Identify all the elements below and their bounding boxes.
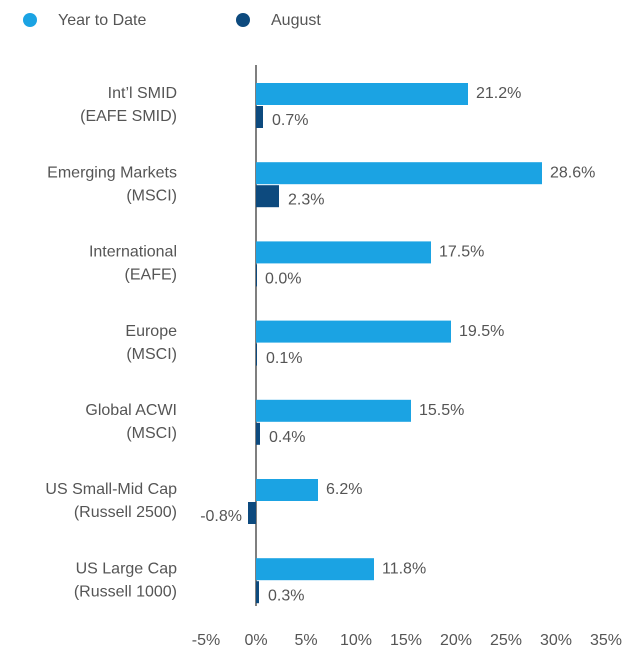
bar <box>256 106 263 128</box>
value-label: 0.0% <box>265 271 301 288</box>
x-tick-label: 30% <box>540 632 572 649</box>
category-label: Europe <box>125 323 177 340</box>
category-label: (EAFE SMID) <box>80 108 177 125</box>
x-tick-label: 0% <box>244 632 267 649</box>
value-label: 0.4% <box>269 429 305 446</box>
x-tick-label: 10% <box>340 632 372 649</box>
category-label: Global ACWI <box>85 402 177 419</box>
bar <box>256 558 374 581</box>
category-label: US Small-Mid Cap <box>45 481 177 498</box>
value-label: 17.5% <box>439 244 484 261</box>
category-label: US Large Cap <box>76 560 177 577</box>
bar <box>256 185 279 208</box>
value-label: 19.5% <box>459 323 504 340</box>
value-label: 28.6% <box>550 164 595 181</box>
bar <box>256 83 468 105</box>
category-label: (EAFE) <box>125 267 177 284</box>
bar <box>256 162 542 185</box>
value-label: 15.5% <box>419 402 464 419</box>
bar <box>256 581 259 604</box>
value-label: 0.3% <box>268 587 304 604</box>
category-label: (MSCI) <box>126 425 177 442</box>
value-label: 21.2% <box>476 85 521 102</box>
category-label: Int’l SMID <box>108 85 177 102</box>
x-tick-label: 25% <box>490 632 522 649</box>
value-label: -0.8% <box>200 508 242 525</box>
bar <box>256 320 451 343</box>
legend-swatch <box>23 13 37 27</box>
value-label: 2.3% <box>288 191 324 208</box>
category-label: (Russell 1000) <box>74 583 177 600</box>
x-tick-label: -5% <box>192 632 220 649</box>
bar <box>256 343 257 366</box>
value-label: 0.7% <box>272 112 308 129</box>
value-label: 6.2% <box>326 481 362 498</box>
x-tick-label: 5% <box>294 632 317 649</box>
category-label: Emerging Markets <box>47 164 177 181</box>
bar <box>256 399 411 422</box>
bar <box>248 502 256 524</box>
category-label: (Russell 2500) <box>74 504 177 521</box>
category-label: International <box>89 244 177 261</box>
bar <box>256 264 257 287</box>
x-tick-label: 20% <box>440 632 472 649</box>
x-tick-label: 35% <box>590 632 622 649</box>
value-label: 11.8% <box>382 560 426 577</box>
bar <box>256 241 431 264</box>
category-label: (MSCI) <box>126 346 177 363</box>
value-label: 0.1% <box>266 350 302 367</box>
category-label: (MSCI) <box>126 187 177 204</box>
legend-label: Year to Date <box>58 12 146 29</box>
legend-label: August <box>271 12 321 29</box>
legend-swatch <box>236 13 250 27</box>
bar <box>256 479 318 501</box>
x-tick-label: 15% <box>390 632 422 649</box>
bar <box>256 422 260 445</box>
